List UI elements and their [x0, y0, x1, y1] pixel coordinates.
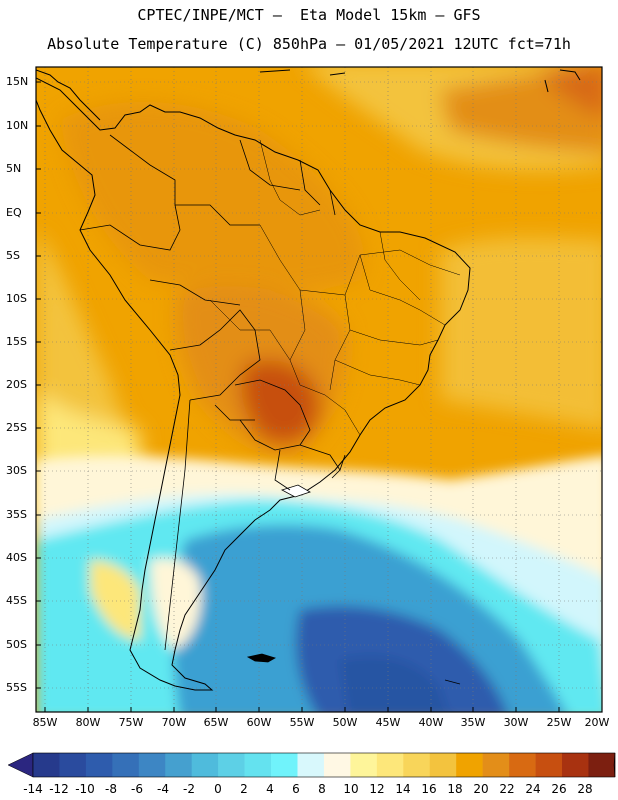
south-america-outline [36, 77, 471, 691]
title-line-2: Absolute Temperature (C) 850hPa – 01/05/… [47, 35, 571, 53]
lat-label: EQ [6, 206, 22, 219]
lon-label: 20W [584, 716, 610, 729]
field-amazon-orange [60, 101, 364, 292]
colorbar-label: -14 [23, 782, 43, 796]
lat-label: 5N [6, 162, 22, 175]
lat-label: 10N [6, 119, 29, 132]
lat-label: 20S [6, 378, 27, 391]
colorbar-swatch [509, 753, 536, 777]
colorbar-swatch [482, 753, 510, 777]
colorbar-swatch [59, 753, 87, 777]
lat-label: 10S [6, 292, 27, 305]
colorbar-swatch [376, 753, 404, 777]
rio-plata [280, 484, 311, 498]
colorbar-swatch [271, 753, 298, 777]
field-north-hot [540, 67, 602, 117]
lon-label: 75W [118, 716, 144, 729]
colorbar-swatch [244, 753, 272, 777]
lon-label: 50W [332, 716, 358, 729]
colorbar-label: -10 [75, 782, 95, 796]
lon-label: 60W [246, 716, 272, 729]
colorbar-swatch [429, 753, 457, 777]
colorbar-swatch [191, 753, 219, 777]
colorbar-label: -8 [105, 782, 117, 796]
colorbar-label: 12 [369, 782, 385, 796]
colorbar-low-arrow [7, 752, 34, 778]
lat-label: 15N [6, 75, 29, 88]
temperature-field [36, 67, 602, 712]
lat-label: 35S [6, 508, 27, 521]
lat-label: 45S [6, 594, 27, 607]
lat-label: 50S [6, 638, 27, 651]
lat-label: 5S [6, 249, 20, 262]
colorbar-swatch [350, 753, 378, 777]
lon-label: 25W [546, 716, 572, 729]
colorbar-label: 0 [214, 782, 222, 796]
caribbean-islands [259, 69, 581, 93]
lat-label: 30S [6, 464, 27, 477]
colorbar-label: 4 [266, 782, 274, 796]
colorbar-label: 2 [240, 782, 248, 796]
colorbar-label: 18 [447, 782, 463, 796]
colorbar-label: 28 [577, 782, 593, 796]
colorbar-label: 22 [499, 782, 515, 796]
colorbar-label: -2 [183, 782, 195, 796]
field-east-gold [440, 237, 602, 429]
lon-label: 35W [460, 716, 486, 729]
lat-label: 25S [6, 421, 27, 434]
lon-label: 70W [161, 716, 187, 729]
lat-label: 40S [6, 551, 27, 564]
field-patagonia-warm [150, 558, 202, 650]
colorbar-label: 26 [551, 782, 567, 796]
lon-label: 30W [503, 716, 529, 729]
colorbar-swatch [218, 753, 245, 777]
axis-ticks [36, 81, 560, 712]
colorbar-swatch [33, 753, 60, 777]
colorbar-swatch [456, 753, 483, 777]
lon-label: 45W [375, 716, 401, 729]
colorbar-label: 14 [395, 782, 411, 796]
title-line-1: CPTEC/INPE/MCT – Eta Model 15km – GFS [137, 6, 481, 24]
colorbar-swatch [85, 753, 113, 777]
falklands [246, 653, 277, 663]
colorbar-label: 6 [292, 782, 300, 796]
lon-label: 80W [75, 716, 101, 729]
colorbar-swatch [165, 753, 192, 777]
colorbar-swatch [297, 753, 325, 777]
field-chile-warm [90, 560, 140, 640]
colorbar-swatch [323, 753, 351, 777]
colorbar-swatch [588, 753, 616, 777]
colorbar-swatch [403, 753, 431, 777]
colorbar-label: -4 [157, 782, 169, 796]
lon-label: 40W [418, 716, 444, 729]
colorbar [7, 752, 616, 778]
colorbar-label: -12 [49, 782, 69, 796]
colorbar-swatch [562, 753, 589, 777]
colorbar-frame [32, 752, 616, 778]
south-georgia [444, 679, 461, 685]
colorbar-label: 8 [318, 782, 326, 796]
colorbar-label: 10 [343, 782, 359, 796]
state-borders [209, 139, 461, 436]
colorbar-swatch [112, 753, 140, 777]
colorbar-label: 24 [525, 782, 541, 796]
colorbar-swatch [138, 753, 166, 777]
map-frame [35, 66, 603, 713]
central-america-outline [36, 69, 101, 121]
colorbar-swatch [535, 753, 563, 777]
lon-label: 55W [289, 716, 315, 729]
lat-label: 55S [6, 681, 27, 694]
field-chaco-hot [241, 360, 320, 444]
colorbar-label: -6 [131, 782, 143, 796]
colorbar-label: 20 [473, 782, 489, 796]
field-south-deepblue [340, 656, 448, 712]
lon-label: 85W [32, 716, 58, 729]
colorbar-label: 16 [421, 782, 437, 796]
lat-label: 15S [6, 335, 27, 348]
lon-label: 65W [203, 716, 229, 729]
